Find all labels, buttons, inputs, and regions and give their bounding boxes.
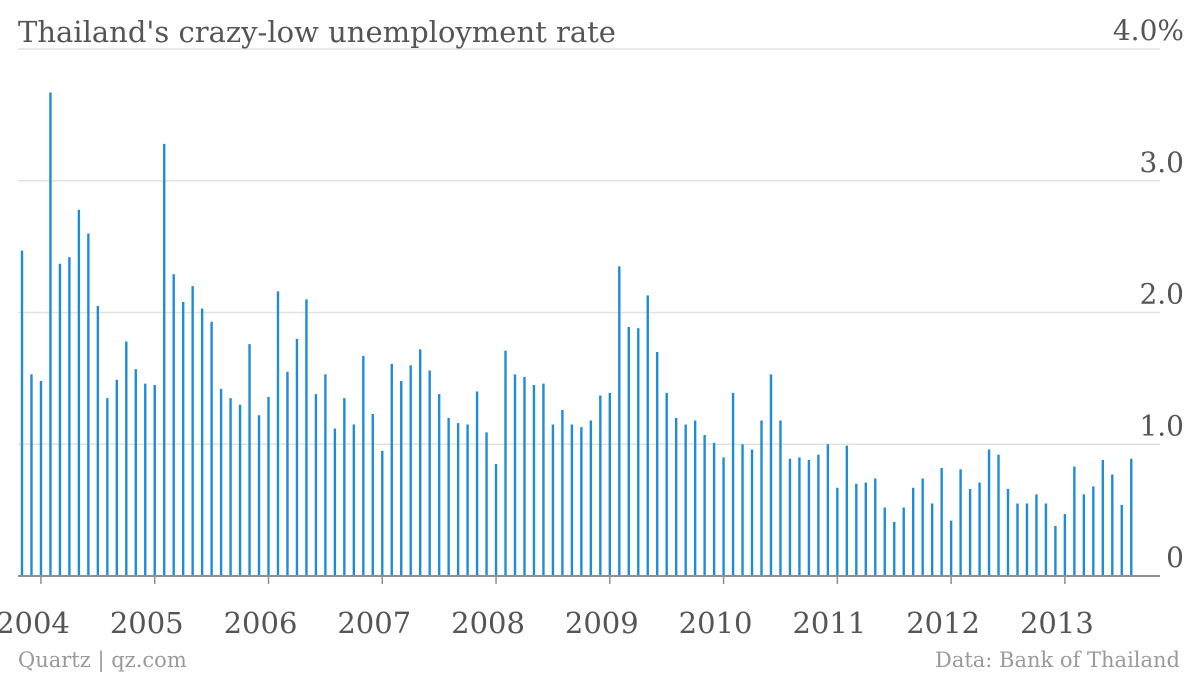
x-tick-label: 2004	[0, 606, 70, 640]
bars	[20, 92, 1133, 576]
x-tick-label: 2008	[451, 606, 525, 640]
gridlines	[18, 48, 1160, 446]
x-tick-label: 2009	[565, 606, 639, 640]
x-tick-label: 2010	[679, 606, 753, 640]
y-tick-label: 1.0	[1139, 409, 1184, 442]
x-tick-label: 2011	[792, 606, 866, 640]
x-tick-label: 2005	[110, 606, 184, 640]
x-tick-label: 2012	[906, 606, 980, 640]
y-tick-label: 0	[1166, 541, 1184, 574]
x-tick-label: 2006	[224, 606, 298, 640]
y-tick-label: 4.0%	[1113, 14, 1184, 47]
x-axis-ticks: 2004 2005 2006 2007 2008 2009 2010 2011 2012 2013	[0, 576, 1094, 640]
y-axis-ticks: 0 1.0 2.0 3.0 4.0%	[1113, 14, 1184, 574]
y-tick-label: 2.0	[1139, 278, 1184, 311]
x-tick-label: 2007	[337, 606, 411, 640]
chart-title: Thailand's crazy-low unemployment rate	[18, 15, 616, 49]
y-tick-label: 3.0	[1139, 146, 1184, 179]
footer-source-right: Data: Bank of Thailand	[935, 648, 1180, 672]
footer-source-left: Quartz | qz.com	[18, 648, 187, 673]
x-tick-label: 2013	[1020, 606, 1094, 640]
